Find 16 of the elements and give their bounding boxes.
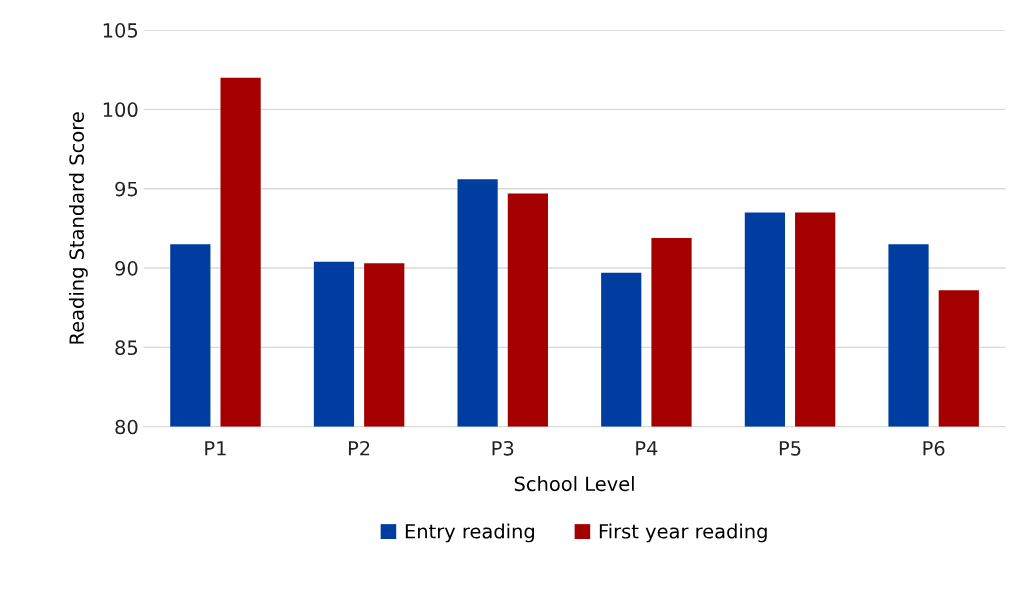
- x-tick-label: P2: [348, 440, 370, 456]
- x-tick-label: P1: [205, 441, 226, 456]
- y-tick-label: 100: [103, 102, 138, 118]
- x-tick-label: P4: [636, 441, 658, 456]
- legend-label: Entry reading: [405, 523, 534, 543]
- y-tick-label: 95: [115, 181, 138, 197]
- x-axis-title: School Level: [514, 476, 634, 492]
- x-tick-label: P6: [923, 440, 945, 456]
- x-tick-label: P3: [492, 440, 514, 456]
- legend-label: First year reading: [599, 523, 767, 543]
- y-tick-label: 85: [115, 340, 138, 356]
- y-tick-label: 90: [115, 261, 138, 276]
- y-axis-title: Reading Standard Score: [68, 112, 88, 344]
- y-tick-label: 80: [115, 419, 138, 435]
- x-tick-label: P5: [779, 441, 801, 456]
- y-tick-label: 105: [103, 23, 138, 38]
